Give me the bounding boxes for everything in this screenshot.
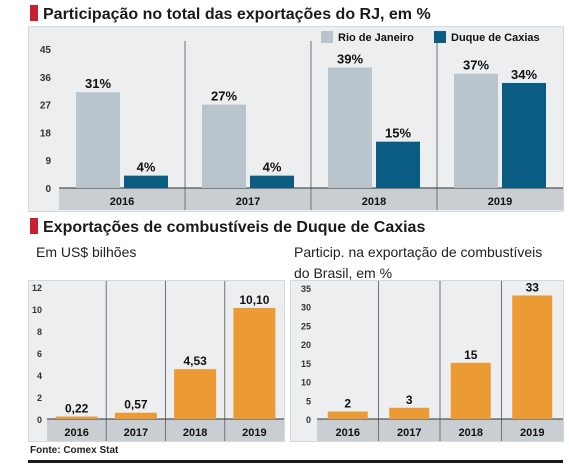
source-note: Fonte: Comex Stat [30,445,119,456]
x-category-label: 2016 [336,427,360,439]
chart1-title-text: Participação no total das exportações do… [43,6,431,23]
x-category-label: 2017 [124,427,148,439]
y-tick-label: 35 [301,284,311,294]
chart2-panel: 0 2 4 6 8 10 12 2016 2017 2018 2019 0,22 0,57 4,53 10,… [28,280,285,442]
legend-swatch [321,31,333,43]
x-category-label: 2017 [397,427,421,439]
fuel-section-title-text: Exportações de combustíveis de Duque de … [43,219,426,236]
bar-value-label: 4% [137,160,156,175]
bar [55,416,98,419]
chart2-subtitle: Em US$ bilhões [36,244,137,260]
bottom-rule [28,460,563,463]
bar [76,92,120,188]
bar-value-label: 34% [511,67,537,82]
bar [376,141,420,188]
x-category-label: 2016 [64,427,88,439]
bar [389,407,430,419]
bar [233,307,276,419]
x-category-label: 2018 [183,427,207,439]
chart1-svg: 0 9 18 27 36 45 2016 2017 2018 2019 31% 27% 39% 37% 4%… [40,31,563,210]
x-category-label: 2018 [362,196,386,208]
y-tick-label: 45 [40,45,52,56]
title-marker [30,218,38,234]
bar-value-label: 15% [385,126,411,141]
x-category-label: 2019 [488,196,512,208]
x-category-label: 2018 [459,427,483,439]
y-tick-label: 6 [37,349,42,359]
bar-value-label: 33 [526,281,540,294]
y-tick-label: 0 [37,415,42,425]
bar [502,82,546,188]
bar-value-label: 0,57 [124,398,148,412]
y-tick-label: 8 [37,327,42,337]
title-marker [30,5,38,21]
bar [454,73,498,188]
x-category-label: 2017 [236,196,260,208]
y-tick-label: 30 [301,303,311,313]
bar-value-label: 4% [263,160,282,175]
bar [328,67,372,188]
fuel-section-title: Exportações de combustíveis de Duque de … [30,218,425,237]
bar [202,104,246,188]
x-category-label: 2019 [242,427,266,439]
bar [512,295,553,419]
chart3-panel: 0 5 10 15 20 25 30 35 2016 2017 2018 2019 2 3 15 33 [290,280,564,442]
chart1-title: Participação no total das exportações do… [30,5,431,24]
y-tick-label: 5 [306,396,311,406]
chart2-svg: 0 2 4 6 8 10 12 2016 2017 2018 2019 0,22 0,57 4,53 10,… [32,281,284,441]
bar-value-label: 0,22 [65,402,89,416]
bar-value-label: 39% [337,52,363,67]
bar [174,369,217,419]
y-tick-label: 0 [45,184,51,195]
x-category-label: 2019 [520,427,544,439]
legend-label: Duque de Caxias [451,32,540,44]
bar-value-label: 37% [463,58,489,73]
y-tick-label: 25 [301,321,311,331]
y-tick-label: 15 [301,359,311,369]
y-tick-label: 36 [40,73,52,84]
bar-value-label: 4,53 [183,354,207,368]
bar-value-label: 15 [464,348,478,362]
legend-label: Rio de Janeiro [338,32,414,44]
y-tick-label: 27 [40,101,52,112]
y-tick-label: 20 [301,340,311,350]
chart3-svg: 0 5 10 15 20 25 30 35 2016 2017 2018 2019 2 3 15 33 [301,280,563,441]
bar [250,175,294,188]
bar [450,362,491,419]
y-tick-label: 12 [32,283,42,293]
bar-value-label: 27% [211,89,237,104]
chart3-subtitle: Particip. na exportação de combustíveis … [294,244,543,281]
y-tick-label: 18 [40,128,52,139]
bar [327,411,368,419]
bar [114,412,157,419]
y-tick-label: 10 [32,305,42,315]
legend-swatch [434,31,446,43]
y-tick-label: 2 [37,393,42,403]
chart1-panel: 0 9 18 27 36 45 2016 2017 2018 2019 31% 27% 39% 37% 4%… [28,26,564,212]
bar [124,175,168,188]
bar-value-label: 3 [406,393,413,407]
bar-value-label: 2 [344,397,351,411]
y-tick-label: 10 [301,378,311,388]
bar-value-label: 10,10 [239,293,269,307]
x-category-label: 2016 [110,196,134,208]
y-tick-label: 9 [45,156,51,167]
y-tick-label: 4 [37,371,42,381]
bar-value-label: 31% [85,76,111,91]
y-tick-label: 0 [306,415,311,425]
